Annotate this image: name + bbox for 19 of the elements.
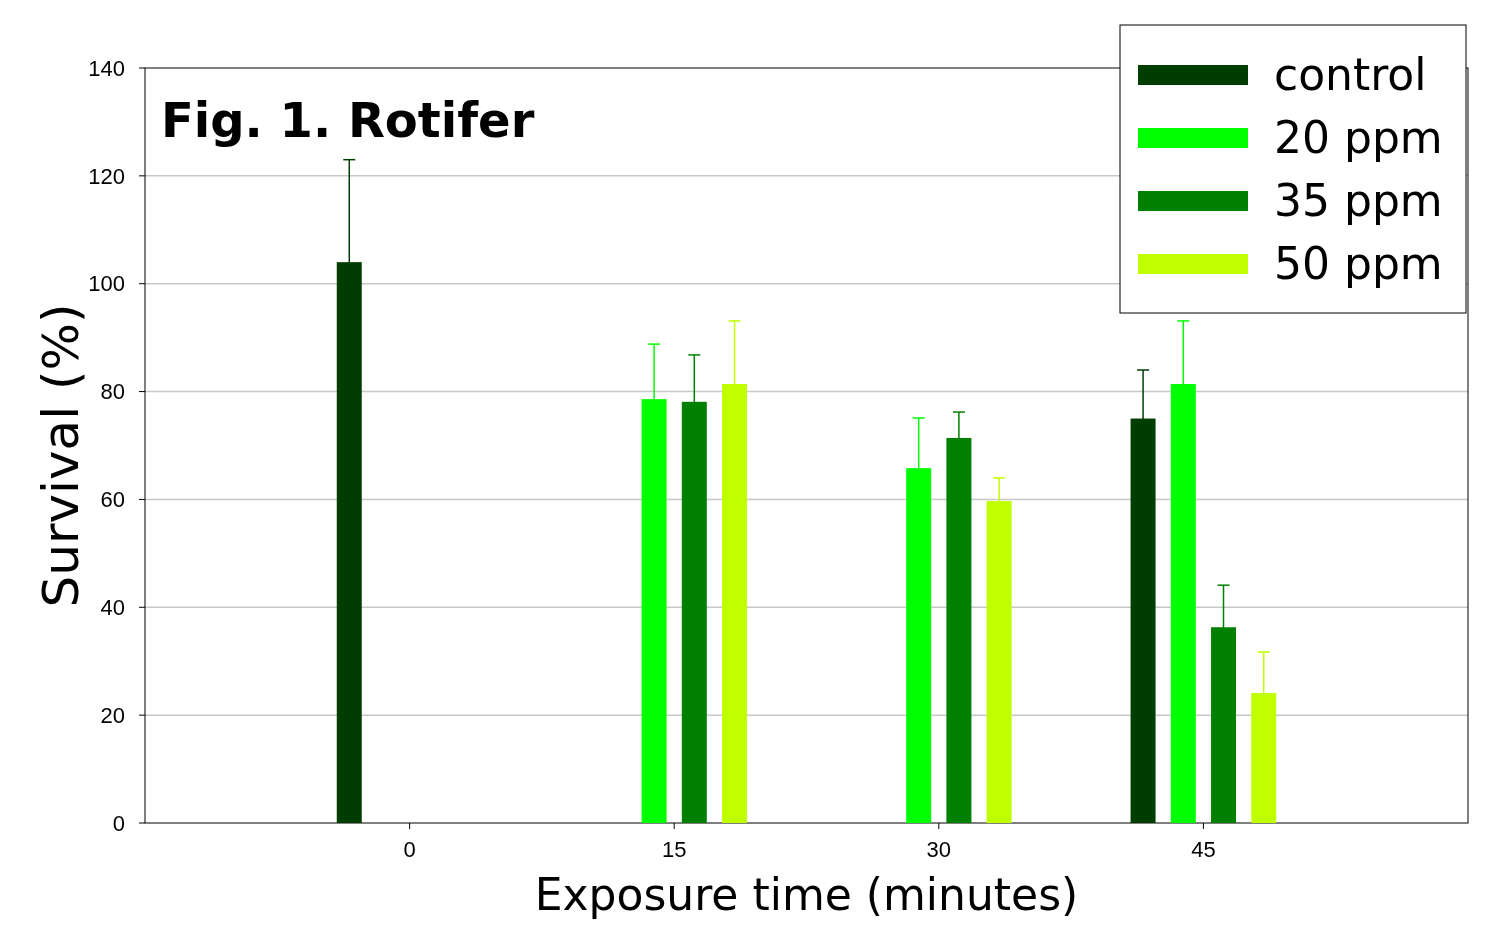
- legend-label: 35 ppm: [1274, 175, 1443, 227]
- legend-label: 20 ppm: [1274, 112, 1443, 164]
- y-tick-label: 100: [88, 271, 125, 297]
- text: Fig. 1. Rotifer: [161, 92, 535, 148]
- y-tick-label: 60: [100, 487, 125, 513]
- y-tick-label: 0: [112, 810, 125, 836]
- x-tick-label: 30: [926, 837, 952, 862]
- y-tick-label: 120: [88, 163, 125, 189]
- legend-label: control: [1274, 49, 1427, 101]
- y-tick-label: 20: [100, 702, 125, 728]
- y-axis-title: Survival (%): [32, 303, 90, 608]
- y-tick-label: 40: [100, 594, 125, 620]
- legend-label: 50 ppm: [1274, 238, 1443, 290]
- x-axis-title: Exposure time (minutes): [534, 869, 1079, 920]
- x-tick-label: 15: [661, 837, 687, 862]
- y-tick-label: 140: [88, 55, 125, 81]
- x-tick-label: 45: [1191, 837, 1216, 862]
- y-tick-label: 80: [100, 379, 125, 405]
- x-tick-label: 0: [403, 837, 416, 862]
